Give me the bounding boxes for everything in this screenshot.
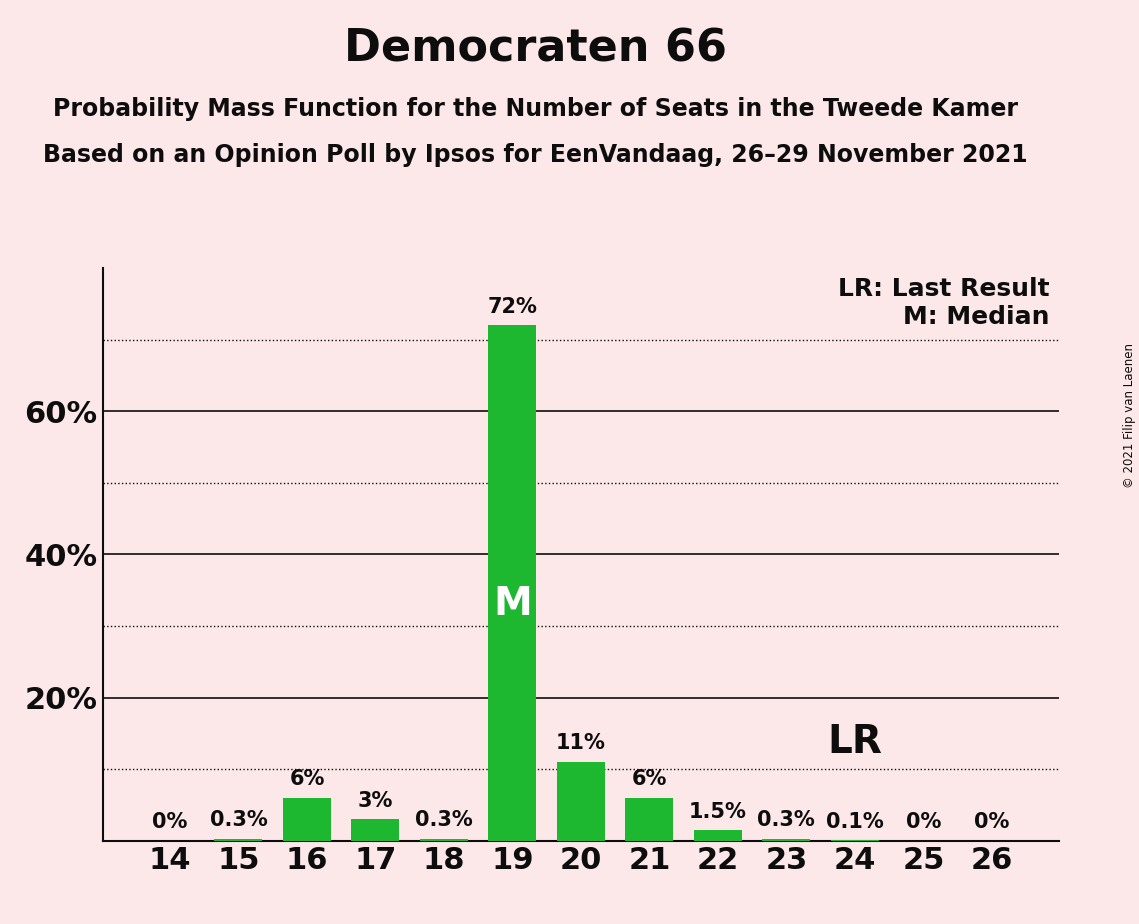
Text: 0.1%: 0.1%	[826, 811, 884, 832]
Text: 0.3%: 0.3%	[415, 810, 473, 830]
Text: Based on an Opinion Poll by Ipsos for EenVandaag, 26–29 November 2021: Based on an Opinion Poll by Ipsos for Ee…	[43, 143, 1027, 167]
Text: 0.3%: 0.3%	[210, 810, 268, 830]
Bar	[557, 762, 605, 841]
Text: M: M	[493, 585, 532, 623]
Bar	[625, 797, 673, 841]
Bar	[352, 820, 400, 841]
Text: 0%: 0%	[153, 812, 188, 833]
Bar	[694, 830, 741, 841]
Bar	[214, 839, 262, 841]
Bar	[489, 325, 536, 841]
Bar	[762, 839, 810, 841]
Text: 6%: 6%	[289, 770, 325, 789]
Text: 6%: 6%	[632, 770, 667, 789]
Text: Probability Mass Function for the Number of Seats in the Tweede Kamer: Probability Mass Function for the Number…	[52, 97, 1018, 121]
Bar	[282, 797, 331, 841]
Bar	[420, 839, 468, 841]
Text: 11%: 11%	[556, 734, 606, 753]
Text: LR: Last Result: LR: Last Result	[838, 276, 1050, 300]
Text: Democraten 66: Democraten 66	[344, 28, 727, 71]
Text: M: Median: M: Median	[903, 305, 1050, 329]
Text: 0%: 0%	[906, 812, 941, 833]
Text: 1.5%: 1.5%	[689, 801, 747, 821]
Text: LR: LR	[827, 723, 883, 760]
Text: 0.3%: 0.3%	[757, 810, 816, 830]
Text: 0%: 0%	[974, 812, 1009, 833]
Text: 3%: 3%	[358, 791, 393, 810]
Text: © 2021 Filip van Laenen: © 2021 Filip van Laenen	[1123, 344, 1137, 488]
Text: 72%: 72%	[487, 297, 538, 317]
